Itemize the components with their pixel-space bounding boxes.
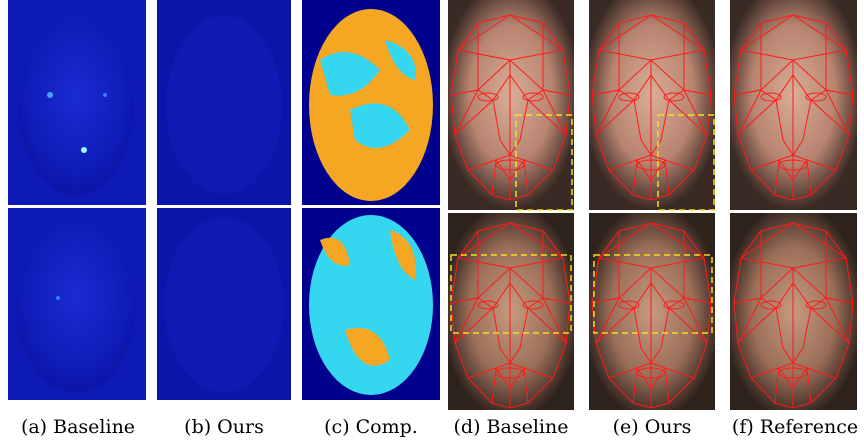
figure: (a) Baseline (b) Ours (c) Comp. (d) Base…	[0, 0, 864, 445]
caption: (f) Reference	[732, 416, 858, 438]
caption: (d) Baseline	[454, 416, 569, 438]
caption: (a) Baseline	[21, 416, 135, 438]
error-maps-ours	[157, 0, 291, 400]
error-maps-baseline	[8, 0, 146, 400]
caption: (e) Ours	[613, 416, 692, 438]
caption: (b) Ours	[184, 416, 264, 438]
comparison-maps	[302, 0, 440, 400]
mesh-photos	[448, 0, 857, 410]
caption: (c) Comp.	[324, 416, 418, 438]
